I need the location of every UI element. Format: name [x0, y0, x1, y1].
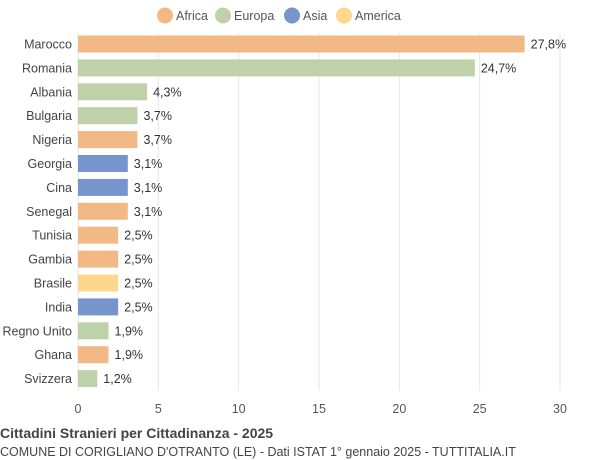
legend-label-asia: Asia — [303, 9, 327, 23]
category-labels: Marocco Romania Albania Bulgaria Nigeria Geor… — [3, 38, 73, 387]
bar — [78, 370, 98, 388]
bar — [78, 274, 119, 292]
chart-subtitle: COMUNE DI CORIGLIANO D'OTRANTO (LE) - Da… — [0, 445, 516, 459]
bar — [78, 322, 109, 340]
legend-label-america: America — [355, 9, 401, 23]
bar — [78, 178, 128, 196]
category-label: Svizzera — [24, 372, 72, 386]
legend-swatch-africa — [157, 7, 173, 24]
category-label: Brasile — [34, 277, 72, 291]
value-label: 2,5% — [124, 229, 152, 243]
category-label: Marocco — [24, 38, 72, 52]
value-label: 3,1% — [134, 181, 163, 195]
bar — [78, 131, 138, 149]
bar — [78, 298, 119, 316]
category-label: Romania — [22, 61, 72, 75]
bars — [78, 35, 525, 388]
category-label: Regno Unito — [3, 324, 73, 338]
value-label: 4,3% — [153, 85, 182, 99]
category-label: India — [45, 300, 72, 314]
category-label: Albania — [30, 85, 72, 99]
value-label: 27,8% — [531, 38, 566, 52]
bar — [78, 250, 119, 268]
category-label: Cina — [46, 181, 72, 195]
value-label: 1,2% — [103, 372, 132, 386]
bar — [78, 59, 475, 77]
bar — [78, 226, 119, 244]
bar — [78, 155, 128, 172]
x-tick-label: 10 — [232, 402, 246, 416]
x-tick-label: 5 — [155, 402, 162, 416]
category-label: Tunisia — [32, 229, 72, 243]
legend-swatch-europa — [215, 7, 231, 24]
category-label: Ghana — [34, 348, 72, 362]
x-tick-label: 25 — [473, 402, 487, 416]
value-label: 3,7% — [143, 109, 172, 123]
bar — [78, 83, 148, 101]
category-label: Nigeria — [32, 133, 72, 147]
legend-swatch-asia — [284, 7, 300, 24]
value-label: 2,5% — [124, 277, 152, 291]
legend-label-europa: Europa — [234, 9, 274, 23]
value-label: 3,7% — [143, 133, 172, 147]
bar — [78, 35, 525, 53]
category-label: Georgia — [28, 157, 73, 171]
legend: Africa Europa Asia America — [157, 7, 401, 24]
bar-chart: Africa Europa Asia America Marocco Romania Al… — [3, 7, 567, 416]
legend-label-africa: Africa — [176, 9, 208, 23]
category-label: Bulgaria — [26, 109, 72, 123]
value-label: 2,5% — [124, 300, 152, 314]
legend-swatch-america — [336, 7, 352, 24]
bar — [78, 346, 109, 364]
grid-lines — [77, 33, 561, 391]
value-label: 2,5% — [124, 253, 152, 267]
value-label: 1,9% — [115, 348, 144, 362]
value-label: 1,9% — [115, 324, 144, 338]
category-label: Gambia — [28, 253, 72, 267]
x-tick-label: 20 — [392, 402, 406, 416]
bar — [78, 202, 128, 220]
value-label: 3,1% — [134, 205, 163, 219]
category-label: Senegal — [26, 205, 72, 219]
value-label: 24,7% — [481, 61, 516, 75]
x-tick-label: 30 — [553, 402, 567, 416]
x-tick-label: 0 — [75, 402, 82, 416]
x-tick-labels: 0 5 10 15 20 25 30 — [75, 402, 567, 416]
value-labels: 27,8% 24,7% 4,3% 3,7% 3,7% 3,1% 3,1% 3,1% 2,5% 2,… — [103, 38, 566, 387]
x-tick-label: 15 — [312, 402, 326, 416]
chart-title: Cittadini Stranieri per Cittadinanza - 2… — [0, 425, 274, 441]
value-label: 3,1% — [134, 157, 163, 171]
bar — [78, 107, 138, 125]
